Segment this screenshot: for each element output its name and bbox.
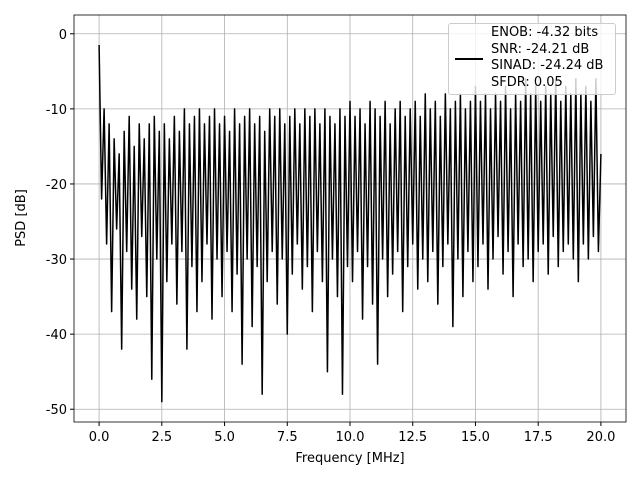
x-tick-label: 7.5 xyxy=(277,430,298,445)
psd-line xyxy=(98,45,602,403)
legend: ENOB: -4.32 bits SNR: -24.21 dB SINAD: -… xyxy=(448,23,616,95)
x-tick-label: 2.5 xyxy=(151,430,172,445)
x-tick-label: 0.0 xyxy=(89,430,110,445)
y-axis-label: PSD [dB] xyxy=(14,189,29,247)
y-tick-label: 0 xyxy=(59,28,67,43)
x-axis-label: Frequency [MHz] xyxy=(295,451,404,466)
legend-swatch xyxy=(455,58,483,60)
legend-label: ENOB: -4.32 bits SNR: -24.21 dB SINAD: -… xyxy=(491,25,604,90)
y-tick-label: -30 xyxy=(46,253,67,268)
y-tick-label: -10 xyxy=(46,103,67,118)
y-tick-label: -40 xyxy=(46,328,67,343)
x-tick-label: 5.0 xyxy=(214,430,235,445)
y-tick-label: -50 xyxy=(46,403,67,418)
x-tick-label: 10.0 xyxy=(336,430,365,445)
x-tick-label: 12.5 xyxy=(398,430,427,445)
y-tick-label: -20 xyxy=(46,178,67,193)
x-tick-label: 15.0 xyxy=(461,430,490,445)
x-tick-label: 20.0 xyxy=(586,430,615,445)
x-tick-label: 17.5 xyxy=(524,430,553,445)
